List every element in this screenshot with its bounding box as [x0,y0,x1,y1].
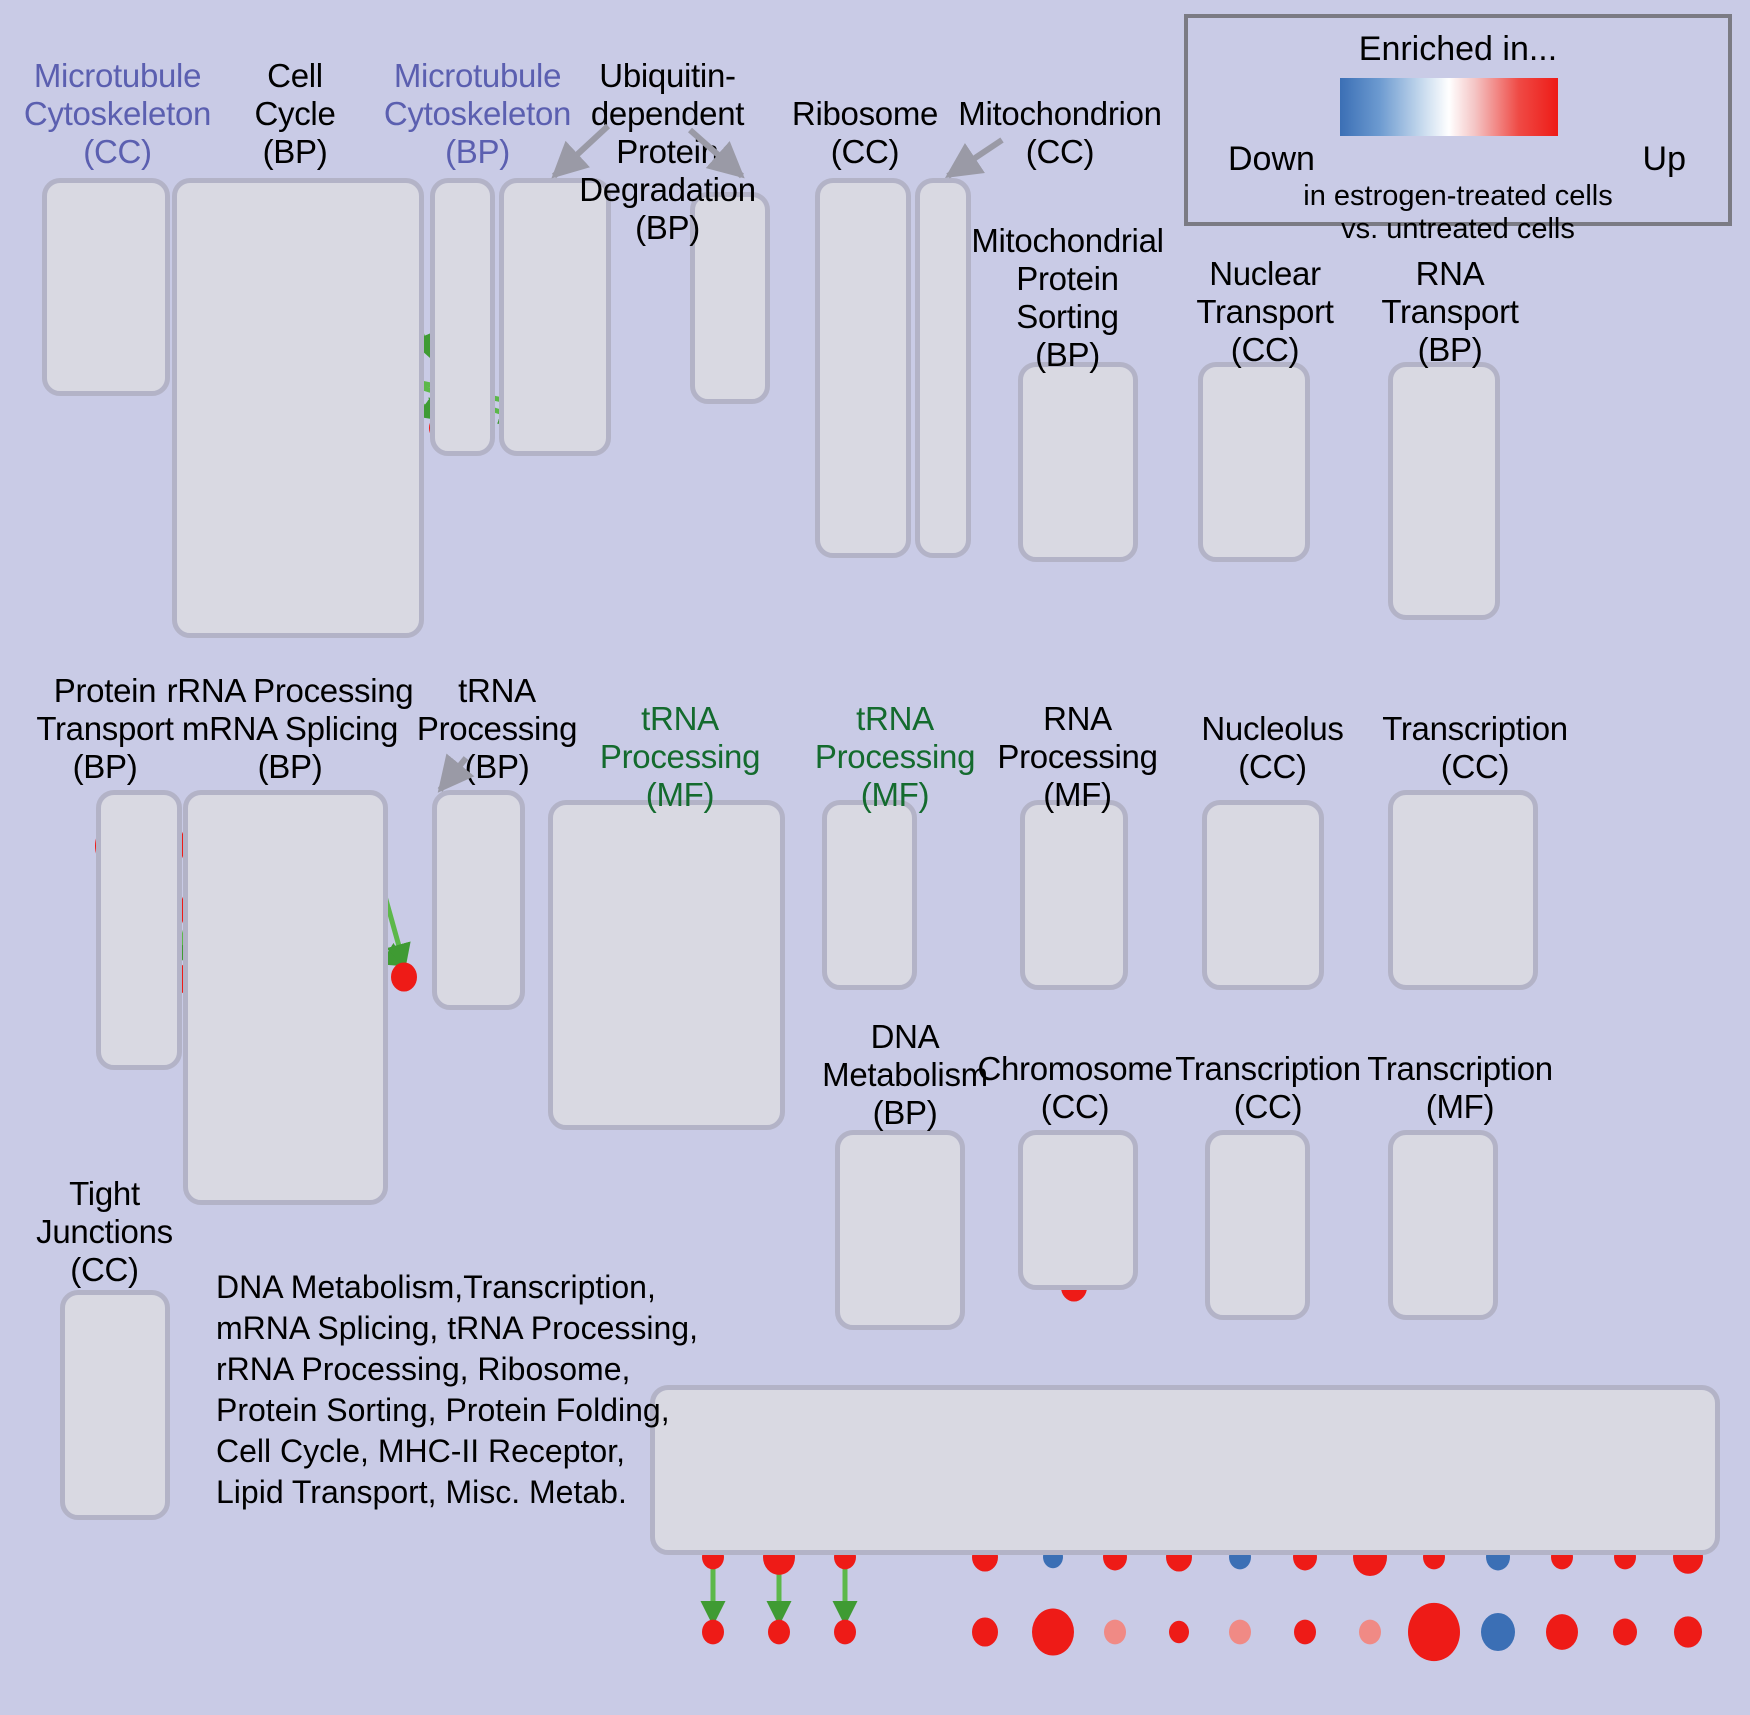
go-group-panel-p-trna-bp [432,790,525,1010]
go-node-misc-wide[interactable] [1294,1619,1316,1645]
go-group-label-nucleolus-cc: Nucleolus (CC) [1201,710,1344,785]
go-group-label-mitochondrial-protein-sorting-bp: Mitochondrial Protein Sorting (BP) [971,222,1164,373]
legend-box: Enriched in... Down Up in estrogen-treat… [1184,14,1732,245]
go-group-panel-p-rrna-mrna [183,790,388,1205]
go-group-panel-p-trna-mf-1 [548,800,785,1130]
go-group-panel-p-trna-mf-2 [822,800,917,990]
go-group-panel-p-dna-metabolism [835,1130,965,1330]
go-group-label-rna-processing-mf: RNA Processing (MF) [997,700,1158,813]
go-node-misc-wide[interactable] [702,1619,724,1645]
go-node-misc-wide[interactable] [1408,1602,1460,1662]
go-group-panel-p-protein-transport [96,790,182,1070]
go-group-label-nuclear-transport-cc: Nuclear Transport (CC) [1196,255,1334,368]
go-group-label-cell-cycle-bp: Cell Cycle (BP) [254,57,336,170]
go-group-panel-p-transcription-cc-top [1388,790,1538,990]
go-group-label-transcription-cc-bottom: Transcription (CC) [1175,1050,1361,1125]
go-node-misc-wide[interactable] [972,1617,998,1647]
go-group-label-mitochondrion-cc: Mitochondrion (CC) [958,95,1162,170]
go-node-misc-wide[interactable] [1481,1612,1515,1652]
misc-category-list: DNA Metabolism,Transcription, mRNA Splic… [216,1269,698,1510]
go-group-panel-p-microtubule-cc [42,178,170,396]
go-group-label-trna-processing-mf-2: tRNA Processing (MF) [814,700,976,813]
go-group-panel-p-rna-transport [1388,362,1500,620]
go-group-panel-p-ubiquitin-2 [690,192,770,404]
legend-title: Enriched in... [1358,30,1558,68]
go-group-label-trna-processing-bp: tRNA Processing (BP) [416,672,578,785]
go-group-label-rna-transport-bp: RNA Transport (BP) [1381,255,1519,368]
go-group-panel-p-misc-wide [650,1385,1720,1555]
go-group-label-microtubule-cytoskeleton-cc: Microtubule Cytoskeleton (CC) [23,57,212,170]
go-group-label-ubiquitin-dependent-protein-degradation-bp: Ubiquitin- dependent Protein Degradation… [579,57,756,246]
legend-down-label: Down [1228,140,1315,178]
go-group-label-trna-processing-mf-1: tRNA Processing (MF) [599,700,761,813]
go-group-label-dna-metabolism-bp: DNA Metabolism (BP) [822,1018,988,1131]
go-group-label-transcription-mf: Transcription (MF) [1367,1050,1553,1125]
go-group-panel-p-nucleolus [1202,800,1324,990]
go-node-misc-wide[interactable] [1169,1620,1189,1644]
go-group-panel-p-ribosome [815,178,911,558]
go-group-panel-p-mitochondrion [915,178,971,558]
go-node-misc-wide[interactable] [1229,1619,1251,1645]
go-node-misc-wide[interactable] [768,1619,790,1645]
go-group-panel-p-nuclear-transport [1198,362,1310,562]
go-group-label-chromosome-cc: Chromosome (CC) [977,1050,1173,1125]
legend-subtitle: in estrogen-treated cells vs. untreated … [1303,180,1613,245]
go-group-panel-p-cell-cycle [172,178,424,638]
go-group-panel-p-microtubule-bp [430,178,495,456]
go-node-trna-bp[interactable] [391,962,417,992]
go-group-panel-p-transcription-cc-bot [1205,1130,1310,1320]
go-group-panel-p-transcription-mf [1388,1130,1498,1320]
go-node-misc-wide[interactable] [834,1619,856,1645]
go-node-misc-wide[interactable] [1032,1608,1074,1656]
go-group-panel-p-mito-sorting [1018,362,1138,562]
go-node-misc-wide[interactable] [1613,1618,1637,1646]
go-group-label-transcription-cc-top: Transcription (CC) [1382,710,1568,785]
go-group-panel-p-ubiquitin [499,178,611,456]
go-group-panel-p-chromosome [1018,1130,1138,1290]
go-group-label-protein-transport-bp: Protein Transport (BP) [36,672,174,785]
go-node-misc-wide[interactable] [1546,1614,1578,1650]
go-group-label-rrna-processing-mrna-splicing-bp: rRNA Processing mRNA Splicing (BP) [166,672,414,785]
go-group-label-tight-junctions-cc: Tight Junctions (CC) [36,1175,173,1288]
go-group-panel-p-rna-processing-mf [1020,800,1128,990]
legend-gradient-bar [1340,78,1558,136]
go-group-panel-p-tight-junctions [60,1290,170,1520]
go-group-label-microtubule-cytoskeleton-bp: Microtubule Cytoskeleton (BP) [383,57,572,170]
go-node-misc-wide[interactable] [1674,1616,1702,1648]
go-node-misc-wide[interactable] [1104,1619,1126,1645]
go-group-label-ribosome-cc: Ribosome (CC) [791,95,939,170]
legend-up-label: Up [1642,140,1686,178]
go-node-misc-wide[interactable] [1359,1619,1381,1645]
